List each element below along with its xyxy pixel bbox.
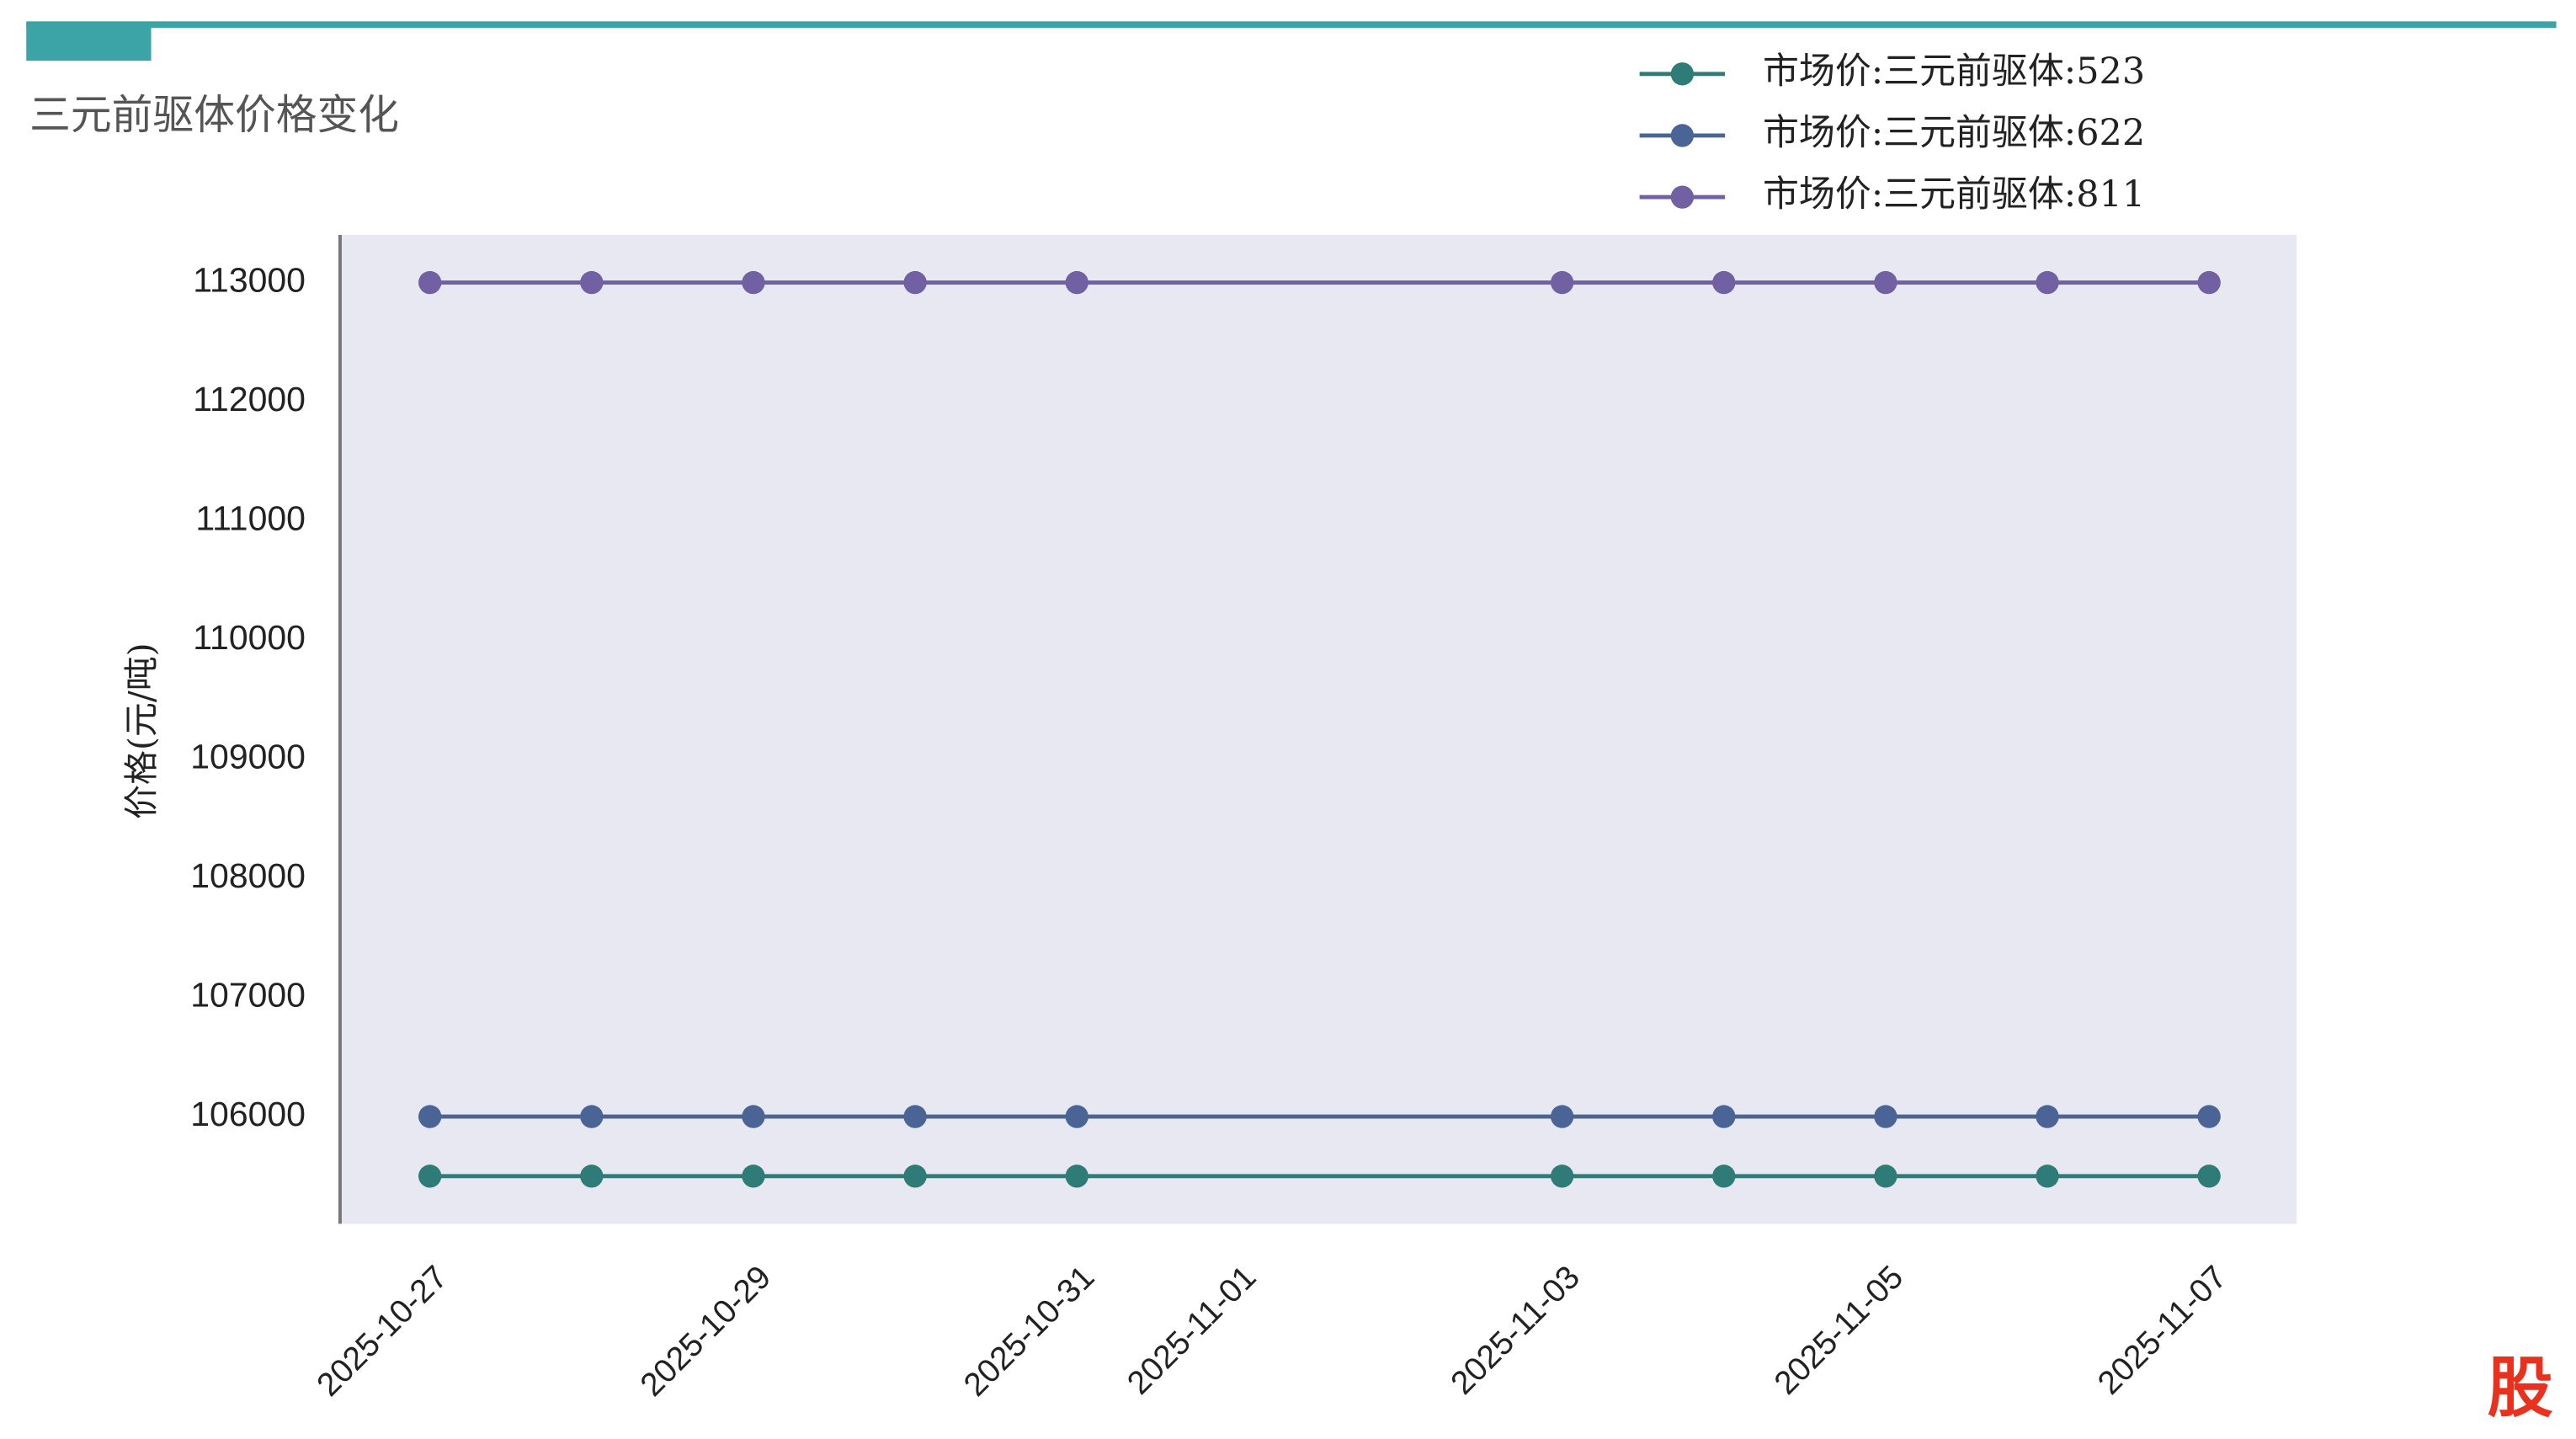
chart-title: 三元前驱体价格变化 bbox=[29, 91, 399, 139]
x-tick-label: 2025-11-03 bbox=[1444, 1259, 1587, 1401]
data-point bbox=[1065, 1105, 1088, 1128]
y-tick-label: 110000 bbox=[193, 618, 306, 657]
data-point bbox=[580, 1165, 604, 1188]
data-point bbox=[1065, 1165, 1088, 1188]
data-point bbox=[418, 1105, 442, 1128]
watermark: 股 bbox=[2488, 1350, 2553, 1426]
header-accent bbox=[26, 23, 152, 61]
data-point bbox=[1874, 1105, 1897, 1128]
data-point bbox=[2036, 1165, 2059, 1188]
legend-label: 市场价:三元前驱体:622 bbox=[1763, 112, 2145, 154]
y-tick-label: 106000 bbox=[190, 1095, 306, 1133]
legend-marker bbox=[1670, 185, 1695, 209]
data-point bbox=[903, 1105, 927, 1128]
plot-area bbox=[339, 234, 2297, 1224]
x-tick-label: 2025-10-29 bbox=[634, 1259, 779, 1404]
data-point bbox=[580, 270, 604, 295]
y-tick-label: 112000 bbox=[193, 380, 306, 418]
data-point bbox=[418, 270, 442, 295]
x-tick-label: 2025-11-05 bbox=[1768, 1259, 1911, 1401]
data-point bbox=[903, 1165, 927, 1188]
y-tick-label: 107000 bbox=[190, 975, 306, 1014]
data-point bbox=[742, 270, 765, 295]
data-point bbox=[1550, 1105, 1574, 1128]
header-rule bbox=[26, 21, 2557, 29]
y-tick-label: 108000 bbox=[190, 856, 306, 895]
legend-marker bbox=[1670, 124, 1695, 147]
data-point bbox=[1712, 1105, 1736, 1128]
data-point bbox=[1874, 270, 1897, 295]
legend-label: 市场价:三元前驱体:523 bbox=[1763, 51, 2145, 93]
x-tick-label: 2025-10-31 bbox=[957, 1259, 1102, 1404]
data-point bbox=[1550, 1165, 1574, 1188]
data-point bbox=[2197, 1165, 2221, 1188]
data-point bbox=[580, 1105, 604, 1128]
data-point bbox=[1550, 270, 1574, 295]
y-tick-label: 113000 bbox=[193, 260, 306, 299]
data-point bbox=[2036, 1105, 2059, 1128]
x-tick-label: 2025-11-07 bbox=[2091, 1259, 2234, 1401]
data-point bbox=[2197, 270, 2221, 295]
y-axis-label: 价格(元/吨) bbox=[121, 642, 162, 819]
y-tick-label: 111000 bbox=[195, 498, 306, 537]
y-tick-label: 109000 bbox=[190, 737, 306, 775]
legend-marker bbox=[1670, 62, 1695, 86]
data-point bbox=[742, 1165, 765, 1188]
x-tick-label: 2025-10-27 bbox=[310, 1259, 455, 1404]
data-point bbox=[1065, 270, 1088, 295]
data-point bbox=[418, 1165, 442, 1188]
data-point bbox=[2036, 270, 2059, 295]
data-point bbox=[1874, 1165, 1897, 1188]
data-point bbox=[742, 1105, 765, 1128]
data-point bbox=[2197, 1105, 2221, 1128]
data-point bbox=[1712, 270, 1736, 295]
data-point bbox=[903, 270, 927, 295]
x-tick-label: 2025-11-01 bbox=[1120, 1259, 1264, 1401]
data-point bbox=[1712, 1165, 1736, 1188]
legend-label: 市场价:三元前驱体:811 bbox=[1763, 173, 2145, 216]
